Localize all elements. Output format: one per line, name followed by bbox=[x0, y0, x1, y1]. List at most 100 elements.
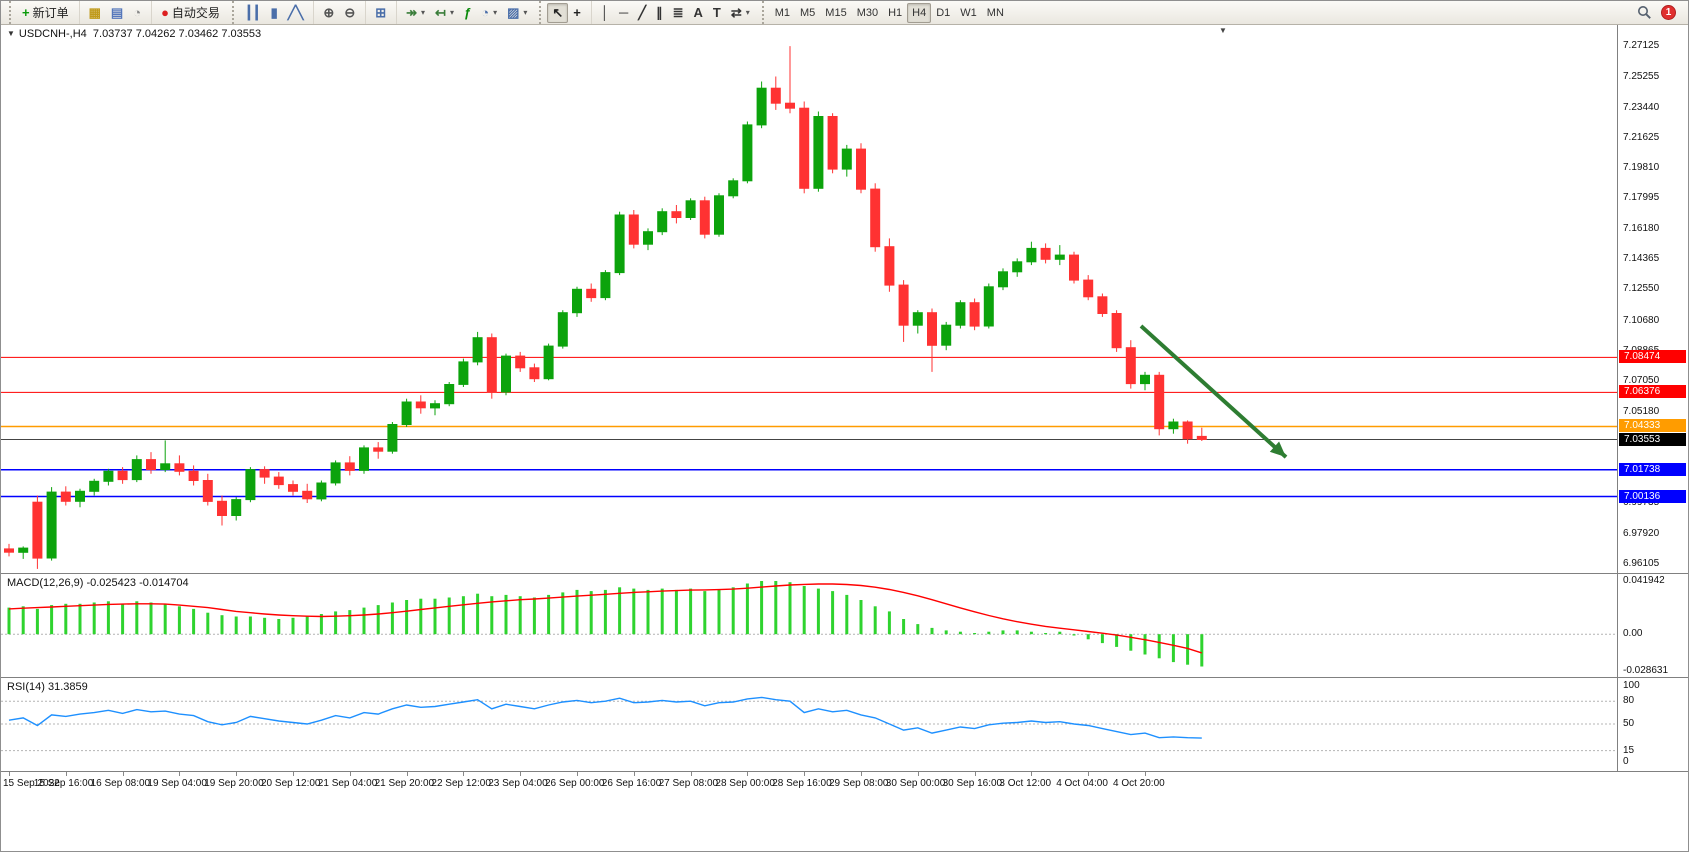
templates-button[interactable]: ▨ ▾ bbox=[502, 3, 532, 23]
time-axis-label: 29 Sep 08:00 bbox=[829, 778, 889, 789]
candle-body bbox=[770, 87, 781, 104]
fibonacci-button-icon: ≣ bbox=[672, 5, 684, 20]
candle-body bbox=[1182, 421, 1193, 440]
candle-body bbox=[146, 459, 156, 471]
collapse-triangle-icon[interactable]: ▼ bbox=[7, 29, 15, 38]
crosshair-button[interactable]: + bbox=[568, 3, 586, 23]
candle-body bbox=[643, 231, 653, 245]
arrows-button-caret[interactable]: ▾ bbox=[745, 8, 750, 17]
candle-body bbox=[1154, 374, 1165, 430]
auto-scroll-button[interactable]: ↠ ▾ bbox=[401, 3, 430, 23]
time-axis-label: 3 Oct 12:00 bbox=[999, 778, 1052, 789]
candle-body bbox=[1140, 374, 1150, 385]
chart-shift-button[interactable]: ↤ ▾ bbox=[430, 3, 459, 23]
candlestick-chart-button-icon: ▮ bbox=[270, 5, 278, 20]
candle-body bbox=[131, 459, 142, 481]
trendline-button[interactable]: ╱ bbox=[633, 3, 651, 23]
candle-body bbox=[89, 480, 100, 492]
autotrade-button[interactable]: ● 自动交易 bbox=[156, 3, 225, 23]
rsi-chart[interactable] bbox=[1, 678, 1617, 772]
candle-body bbox=[785, 102, 795, 109]
price-chart[interactable] bbox=[1, 25, 1617, 573]
macd-chart[interactable] bbox=[1, 574, 1617, 678]
candle-body bbox=[330, 462, 341, 484]
time-axis-label: 15 Sep 2022 bbox=[3, 778, 60, 789]
chart-shift-marker[interactable]: ▼ bbox=[1219, 26, 1227, 35]
trend-arrow-line[interactable] bbox=[1139, 324, 1288, 459]
refresh-button[interactable]: ◔ bbox=[128, 3, 146, 23]
candle-body bbox=[1196, 435, 1207, 440]
toolbar-group-autotrade: ● 自动交易 bbox=[151, 1, 228, 24]
timeframe-h4[interactable]: H4 bbox=[907, 2, 932, 23]
fibonacci-button[interactable]: ≣ bbox=[668, 3, 689, 23]
time-axis-label: 20 Sep 12:00 bbox=[261, 778, 321, 789]
auto-scroll-button-caret[interactable]: ▾ bbox=[421, 8, 426, 17]
trend-arrow-head[interactable] bbox=[1269, 441, 1286, 458]
time-axis-tick bbox=[633, 772, 635, 776]
time-axis[interactable]: 15 Sep 2022 15 Sep 16:00 16 Sep 08:00 19 Se… bbox=[1, 771, 1688, 795]
arrows-button[interactable]: ⇄ ▾ bbox=[726, 3, 755, 23]
candle-body bbox=[60, 491, 71, 502]
text-button-icon: A bbox=[693, 5, 703, 20]
tile-windows-button[interactable]: ⊞ bbox=[370, 3, 391, 23]
price-axis-label: 7.21625 bbox=[1623, 131, 1660, 143]
rsi-axis-label: 0 bbox=[1623, 756, 1629, 767]
time-axis-label: 22 Sep 12:00 bbox=[431, 778, 491, 789]
periods-button[interactable]: ◔ ▾ bbox=[476, 3, 502, 23]
candle-body bbox=[841, 148, 852, 170]
indicators-button[interactable]: ƒ bbox=[459, 3, 476, 23]
toolbar-group-chart-tools: ↠ ▾ ↤ ▾ ƒ ◔ ▾ ▨ ▾ bbox=[396, 1, 535, 24]
toolbar-group-order: + 新订单 bbox=[9, 1, 77, 24]
candle-body bbox=[4, 548, 14, 553]
templates-button-caret[interactable]: ▾ bbox=[523, 8, 528, 17]
new-order-button[interactable]: + 新订单 bbox=[17, 3, 74, 23]
profiles-button[interactable]: ▤ bbox=[106, 3, 128, 23]
cursor-button[interactable]: ↖ bbox=[547, 2, 569, 23]
rsi-axis-label: 100 bbox=[1623, 680, 1640, 691]
zoom-in-button[interactable]: ⊕ bbox=[318, 3, 339, 23]
timeframe-m5[interactable]: M5 bbox=[795, 3, 820, 23]
candle-body bbox=[1111, 313, 1122, 349]
candle-body bbox=[515, 355, 526, 369]
vertical-line-button[interactable]: │ bbox=[596, 3, 614, 23]
price-level-tag: 7.00136 bbox=[1619, 489, 1686, 503]
candle-body bbox=[202, 480, 213, 502]
candle-body bbox=[231, 499, 242, 517]
time-axis-label: 21 Sep 20:00 bbox=[374, 778, 435, 789]
line-chart-button[interactable]: ╱╲ bbox=[283, 3, 309, 23]
rsi-axis: 100 80 50 15 0 bbox=[1617, 678, 1688, 771]
search-icon[interactable] bbox=[1637, 5, 1652, 20]
time-axis-label: 26 Sep 00:00 bbox=[545, 778, 605, 789]
periods-button-caret[interactable]: ▾ bbox=[493, 8, 498, 17]
candle-body bbox=[912, 312, 923, 326]
timeframe-m1[interactable]: M1 bbox=[770, 3, 795, 23]
horizontal-line-button[interactable]: ─ bbox=[614, 3, 633, 23]
indicators-button-icon: ƒ bbox=[463, 5, 472, 20]
timeframe-h1[interactable]: H1 bbox=[883, 3, 907, 23]
macd-histogram bbox=[7, 581, 1204, 667]
charts-grid-button[interactable]: ▦ bbox=[84, 3, 106, 23]
text-label-button[interactable]: T bbox=[708, 3, 726, 23]
macd-signal-line bbox=[8, 583, 1203, 654]
text-button[interactable]: A bbox=[688, 3, 707, 23]
timeframe-m30[interactable]: M30 bbox=[852, 3, 883, 23]
time-axis-label: 23 Sep 04:00 bbox=[488, 778, 548, 789]
tile-windows-button-icon: ⊞ bbox=[375, 5, 387, 20]
timeframe-mn[interactable]: MN bbox=[982, 3, 1009, 23]
timeframe-m15[interactable]: M15 bbox=[820, 3, 851, 23]
rsi-axis-label: 50 bbox=[1623, 718, 1635, 729]
time-axis-label: 26 Sep 16:00 bbox=[601, 778, 662, 789]
timeframe-d1[interactable]: D1 bbox=[931, 3, 955, 23]
bar-chart-button[interactable]: ┃┃ bbox=[240, 3, 266, 23]
time-axis-label: 4 Oct 04:00 bbox=[1056, 778, 1108, 789]
chart-shift-button-caret[interactable]: ▾ bbox=[449, 8, 454, 17]
new-order-button-label: 新订单 bbox=[32, 6, 69, 20]
timeframe-w1[interactable]: W1 bbox=[955, 3, 982, 23]
notification-badge[interactable]: 1 bbox=[1661, 5, 1676, 20]
candlestick-chart-button[interactable]: ▮ bbox=[266, 3, 283, 23]
candle-body bbox=[18, 547, 29, 553]
zoom-out-button[interactable]: ⊖ bbox=[339, 3, 360, 23]
channel-button[interactable]: ∥ bbox=[651, 3, 668, 23]
candle-body bbox=[302, 490, 313, 500]
price-axis-label: 7.10680 bbox=[1623, 314, 1660, 326]
